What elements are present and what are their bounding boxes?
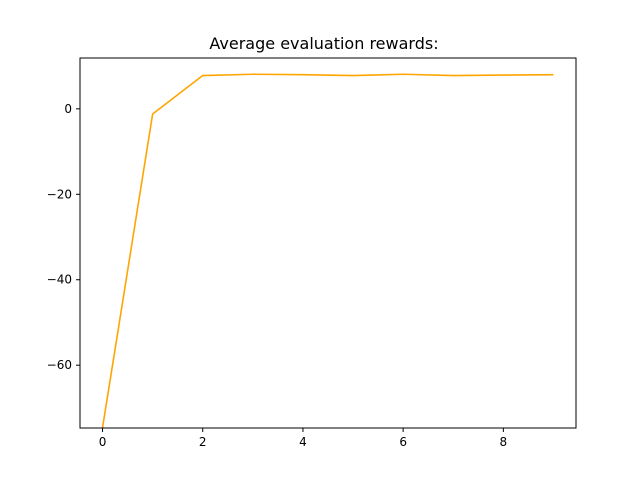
chart-title: Average evaluation rewards: — [209, 34, 438, 53]
y-tick-label: 0 — [64, 102, 72, 116]
y-tick-label: −20 — [47, 187, 72, 201]
x-axis: 0 2 4 6 8 — [99, 428, 507, 449]
series-layer — [101, 73, 554, 428]
y-axis: 0 −20 −40 −60 — [47, 102, 80, 372]
y-tick-label: −40 — [47, 273, 72, 287]
plot-area-frame — [79, 57, 577, 429]
x-tick-label: 2 — [199, 435, 207, 449]
x-tick-label: 8 — [500, 435, 508, 449]
x-tick-label: 6 — [399, 435, 407, 449]
x-tick-label: 0 — [99, 435, 107, 449]
y-tick-label: −60 — [47, 358, 72, 372]
x-tick-label: 4 — [299, 435, 307, 449]
series-line — [101, 73, 554, 428]
